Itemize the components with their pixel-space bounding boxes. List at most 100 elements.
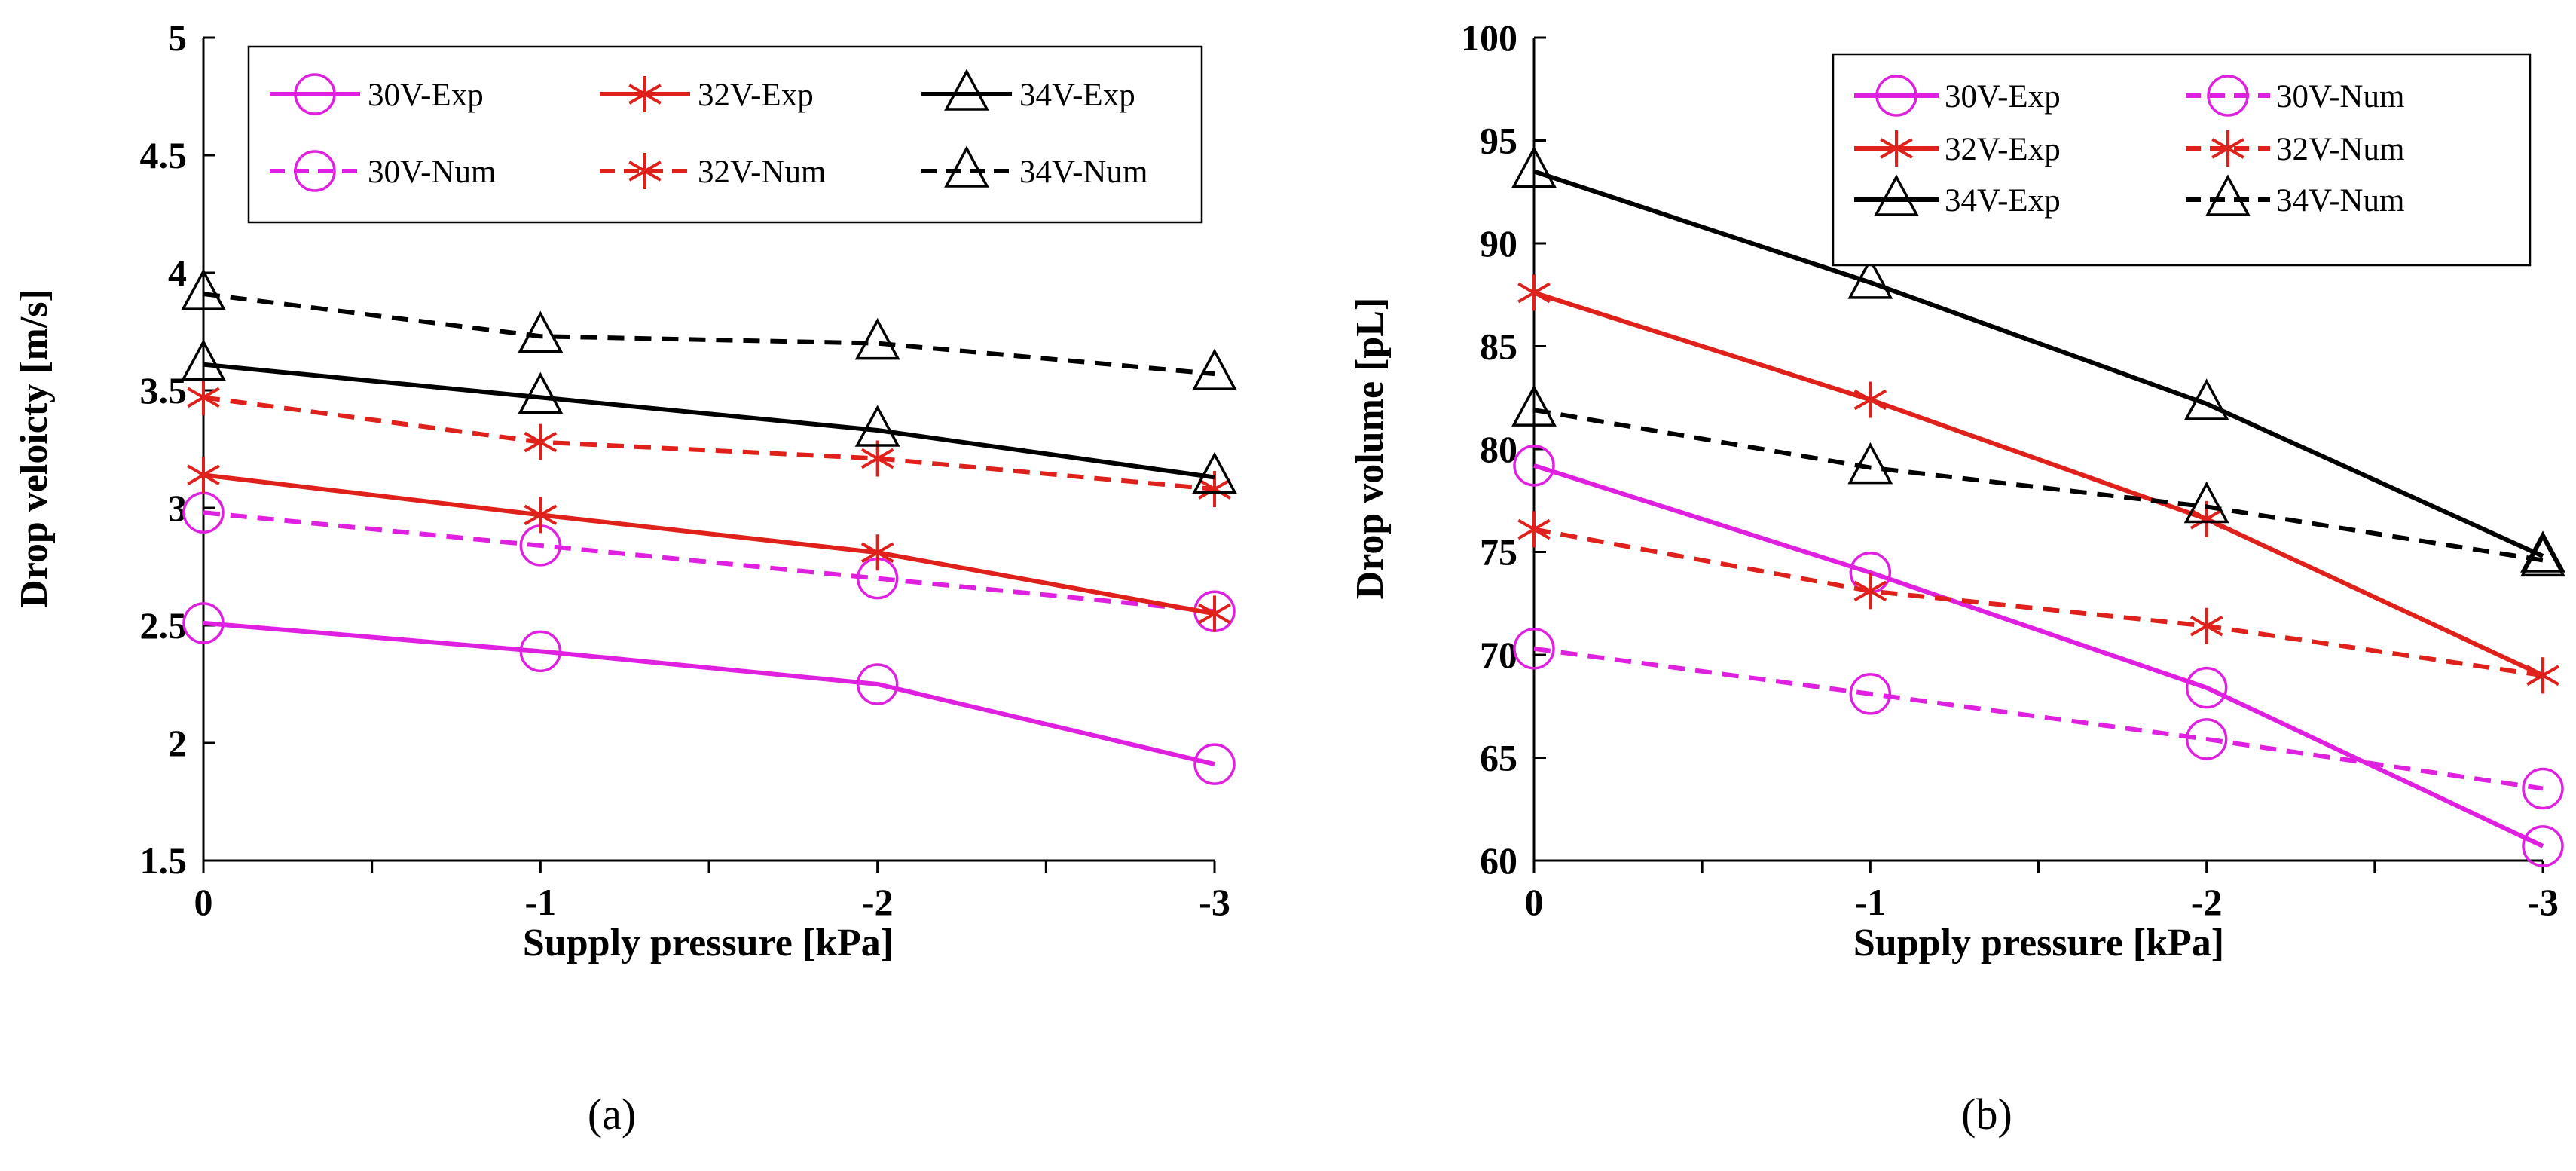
- data-point-stroke: [187, 387, 220, 408]
- legend-item: 30V-Num: [270, 150, 496, 192]
- data-point-stroke: [860, 448, 894, 469]
- data-point: [2526, 657, 2559, 694]
- legend-label: 34V-Num: [2276, 183, 2404, 219]
- legend: 30V-Exp 30V-Num 32V-Exp 32V-Num 34V-Exp 34V-N…: [1832, 53, 2532, 267]
- data-point: [524, 497, 558, 534]
- data-point: [1193, 743, 1236, 785]
- series-30v-exp: [1513, 445, 2564, 867]
- series-line: [203, 510, 1215, 614]
- series-34v-exp: [1511, 145, 2565, 573]
- series-line: [1533, 463, 2544, 848]
- data-point: [2520, 534, 2565, 577]
- chart-panel-b: 60 65 70 75 80 85 90 95 100 0 -1 -2 -3 Supply pressur…: [1349, 17, 2565, 1139]
- y-tick-label: 65: [1480, 737, 1517, 779]
- y-tick-label: 95: [1480, 120, 1517, 162]
- x-tick-label: -3: [2527, 881, 2559, 923]
- legend-label: 32V-Num: [698, 154, 826, 190]
- y-tick-label: 70: [1480, 634, 1517, 676]
- legend-marker: [2205, 174, 2251, 216]
- legend-marker: [944, 69, 989, 111]
- panel-label: (a): [588, 1090, 636, 1139]
- legend-item: 34V-Exp: [921, 69, 1135, 113]
- legend-marker: [294, 150, 336, 192]
- data-point: [2522, 825, 2564, 867]
- legend-item: 30V-Num: [2186, 75, 2404, 117]
- series-line: [1533, 169, 2544, 558]
- legend-label: 34V-Exp: [1945, 183, 2061, 219]
- x-tick-label: -2: [862, 881, 894, 923]
- legend-label: 34V-Num: [1019, 154, 1147, 190]
- legend-item: 34V-Num: [921, 145, 1147, 190]
- legend-marker: [2211, 130, 2244, 167]
- legend-marker: [1880, 130, 1913, 167]
- data-point: [518, 371, 564, 414]
- legend-item: 30V-Exp: [270, 73, 484, 115]
- data-point: [1517, 274, 1551, 311]
- x-axis-label: Supply pressure [kPa]: [523, 922, 894, 965]
- x-tick-label: -1: [1855, 881, 1887, 923]
- data-point-stroke: [187, 464, 220, 486]
- legend-box: [247, 45, 1203, 224]
- data-point: [1847, 257, 1893, 299]
- data-point: [1198, 595, 1231, 632]
- y-tick-label: 5: [168, 17, 187, 59]
- data-point-stroke: [2526, 665, 2559, 686]
- legend-item: 30V-Exp: [1854, 75, 2061, 117]
- series-34v-exp: [181, 338, 1237, 494]
- data-point-stroke: [1198, 603, 1231, 625]
- series-32v-num: [1517, 511, 2559, 694]
- legend-marker-stroke: [628, 161, 662, 182]
- y-axis-label: Drop volume [pL]: [1349, 298, 1392, 600]
- data-point: [187, 457, 220, 494]
- data-point: [524, 423, 558, 460]
- y-tick-label: 1.5: [140, 839, 188, 882]
- data-point: [1847, 442, 1893, 485]
- data-point: [2189, 607, 2223, 644]
- series-line: [203, 395, 1215, 492]
- legend-label: 32V-Exp: [1945, 132, 2061, 167]
- y-tick-label: 75: [1480, 531, 1517, 573]
- y-tick-label: 4: [168, 252, 187, 294]
- data-point: [519, 630, 562, 673]
- legend-label: 32V-Exp: [698, 78, 814, 113]
- data-point-stroke: [524, 431, 558, 453]
- legend-item: 32V-Exp: [600, 76, 814, 113]
- data-point: [854, 317, 900, 360]
- series-line: [1533, 646, 2544, 791]
- data-point: [1192, 451, 1237, 494]
- y-tick-label: 2.5: [140, 604, 188, 647]
- legend-label: 30V-Exp: [368, 78, 484, 113]
- data-point: [518, 310, 564, 353]
- data-point-stroke: [524, 504, 558, 526]
- data-point-stroke: [1853, 580, 1887, 602]
- x-tick-label: 0: [194, 881, 213, 923]
- x-tick-label: -1: [525, 881, 557, 923]
- series-line: [203, 292, 1215, 377]
- data-point: [181, 338, 226, 381]
- data-point: [1511, 384, 1557, 427]
- x-tick-label: -2: [2191, 881, 2223, 923]
- legend-marker: [944, 145, 989, 188]
- series-34v-num: [1511, 384, 2565, 577]
- legend-item: 32V-Num: [2186, 130, 2404, 167]
- data-point: [854, 405, 900, 447]
- data-point: [860, 534, 894, 571]
- legend-box: [1832, 53, 2532, 267]
- data-point: [856, 663, 899, 705]
- data-point-stroke: [2189, 509, 2223, 530]
- data-point: [1853, 573, 1887, 610]
- data-point: [181, 268, 226, 310]
- data-point: [1511, 145, 1557, 188]
- series-34v-num: [181, 268, 1237, 390]
- data-point: [1513, 628, 1555, 670]
- legend-marker: [294, 73, 336, 115]
- x-tick-label: 0: [1525, 881, 1544, 923]
- panel-label: (b): [1961, 1090, 2012, 1139]
- legend-item: 32V-Num: [600, 153, 826, 190]
- data-point: [2185, 666, 2228, 709]
- data-point: [2185, 718, 2228, 760]
- legend-label: 30V-Num: [2276, 79, 2404, 115]
- data-point: [1853, 381, 1887, 418]
